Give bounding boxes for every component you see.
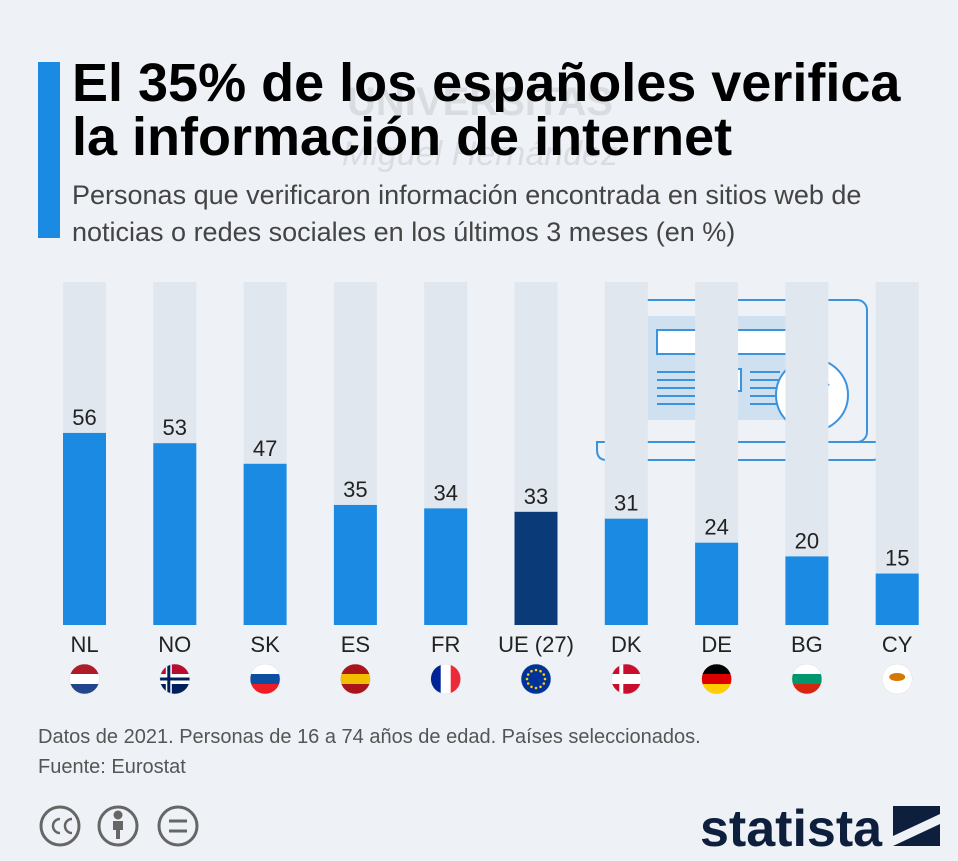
- value-label: 20: [795, 528, 819, 553]
- flag-stripe: [451, 664, 462, 694]
- flag: [70, 664, 100, 695]
- flag-stripe: [702, 674, 732, 685]
- x-tick-label: BG: [791, 632, 823, 657]
- bar: [785, 556, 828, 625]
- value-label: 47: [253, 436, 277, 461]
- value-label: 34: [433, 480, 457, 505]
- source: Fuente: Eurostat: [38, 752, 701, 782]
- value-label: 56: [72, 405, 96, 430]
- bar: [695, 543, 738, 625]
- flag-stripe: [431, 664, 442, 694]
- brand-icon: [893, 806, 940, 846]
- footnote: Datos de 2021. Personas de 16 a 74 años …: [38, 722, 701, 782]
- flag-star: [527, 673, 530, 676]
- flag-star: [542, 673, 545, 676]
- x-tick-label: UE (27): [498, 632, 574, 657]
- flag-star: [535, 687, 538, 690]
- flag-star: [542, 682, 545, 685]
- value-label: 24: [704, 515, 728, 540]
- flag-stripe: [521, 674, 551, 685]
- bar: [244, 464, 287, 625]
- flag-map: [889, 673, 905, 681]
- flag-stripe: [160, 684, 190, 695]
- flag-star: [526, 678, 529, 681]
- flag-stripe: [792, 684, 822, 695]
- bar: [153, 443, 196, 625]
- flag-stripe: [340, 674, 370, 685]
- x-tick-label: ES: [341, 632, 370, 657]
- brand-logo: statista: [700, 800, 883, 858]
- flag-stripe: [611, 684, 641, 695]
- flag: [521, 664, 551, 695]
- flag: [160, 664, 190, 695]
- flag: [611, 664, 641, 695]
- accent-bar: [38, 62, 60, 238]
- bar: [334, 505, 377, 625]
- flag-cross: [619, 664, 623, 694]
- flag-stripe: [160, 664, 190, 675]
- flag-star: [544, 678, 547, 681]
- flag-stripe: [702, 664, 732, 675]
- chart-title: El 35% de los españoles verifica la info…: [72, 56, 952, 164]
- value-label: 53: [163, 415, 187, 440]
- flag-stripe: [70, 684, 100, 695]
- flag-stripe: [340, 664, 370, 675]
- flag-stripe: [611, 664, 641, 675]
- flag-stripe: [882, 684, 912, 695]
- flag-stripe: [441, 664, 452, 694]
- bar: [876, 574, 919, 625]
- flag: [882, 664, 912, 695]
- flag-stripe: [882, 664, 912, 675]
- x-tick-label: NO: [158, 632, 191, 657]
- flag-cross: [160, 678, 190, 681]
- flag-stripe: [792, 674, 822, 685]
- value-label: 15: [885, 546, 909, 571]
- x-tick-label: FR: [431, 632, 460, 657]
- flag-star: [530, 670, 533, 673]
- x-tick-label: DK: [611, 632, 642, 657]
- flag-stripe: [792, 664, 822, 675]
- bar: [424, 508, 467, 625]
- x-tick-label: SK: [250, 632, 280, 657]
- x-tick-label: NL: [70, 632, 98, 657]
- value-label: 31: [614, 491, 638, 516]
- value-label: 33: [524, 484, 548, 509]
- flag: [792, 664, 822, 695]
- flag-stripe: [70, 664, 100, 675]
- flag-star: [527, 682, 530, 685]
- value-label: 35: [343, 477, 367, 502]
- flag-stripe: [340, 684, 370, 695]
- chart-subtitle: Personas que verificaron información enc…: [72, 177, 952, 251]
- flag: [250, 664, 280, 695]
- flag-star: [539, 670, 542, 673]
- flag-stripe: [611, 674, 641, 685]
- note: Datos de 2021. Personas de 16 a 74 años …: [38, 722, 701, 752]
- flag-stripe: [702, 684, 732, 695]
- flag-stripe: [70, 674, 100, 685]
- flag: [340, 664, 370, 695]
- flag: [431, 664, 462, 694]
- flag-star: [535, 669, 538, 672]
- x-tick-label: DE: [701, 632, 732, 657]
- x-tick-label: CY: [882, 632, 913, 657]
- infographic: UNIVERSITAS Miguel Hernández statista 56…: [0, 0, 958, 861]
- license-icons: [41, 807, 197, 845]
- flag-stripe: [250, 664, 280, 675]
- bar: [63, 433, 106, 625]
- bar: [605, 519, 648, 625]
- bar: [515, 512, 558, 625]
- flag-stripe: [250, 674, 280, 685]
- flag-stripe: [250, 684, 280, 695]
- flag-star: [539, 685, 542, 688]
- flag: [702, 664, 732, 695]
- flag-star: [530, 685, 533, 688]
